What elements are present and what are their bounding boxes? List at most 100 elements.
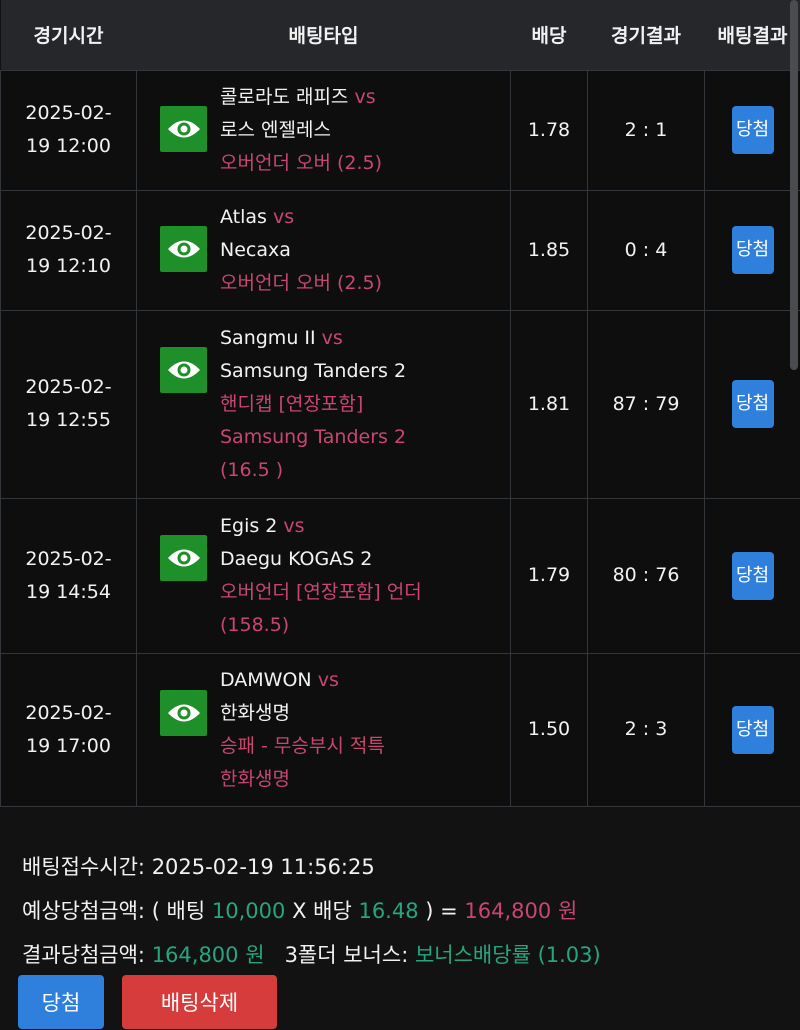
- result-badge[interactable]: 당첨: [731, 380, 774, 428]
- bet-result: 당첨: [704, 69, 800, 191]
- odds: 1.78: [510, 69, 588, 191]
- score: 2 : 3: [587, 652, 705, 807]
- header-time: 경기시간: [0, 0, 137, 70]
- away-team: Daegu KOGAS 2: [220, 547, 373, 570]
- bet-pick: 승패 - 무승부시 적특: [220, 734, 385, 757]
- away-team: 한화생명: [220, 701, 290, 724]
- score: 0 : 4: [587, 189, 705, 311]
- result-line: 결과당첨금액: 164,800 원 3폴더 보너스: 보너스배당률 (1.03): [22, 933, 800, 977]
- score: 80 : 76: [587, 497, 705, 654]
- match-time: 2025-02- 19 12:55: [0, 309, 137, 499]
- bet-pick: (16.5 ): [220, 458, 284, 481]
- table-row: 2025-02- 19 17:00 DAMWON vs 한화생명 승패 - 무승부시…: [0, 652, 800, 807]
- time: 19 12:00: [26, 135, 111, 157]
- date: 2025-02-: [25, 701, 112, 724]
- bet-result: 당첨: [704, 652, 800, 807]
- accept-time-line: 배팅접수시간: 2025-02-19 11:56:25: [22, 845, 800, 889]
- eye-icon[interactable]: [160, 105, 207, 152]
- date: 2025-02-: [25, 376, 112, 398]
- bet-pick: 오버언더 오버 (2.5): [220, 151, 383, 174]
- total-odds: 16.48: [358, 898, 419, 923]
- header-odds: 배당: [510, 0, 588, 70]
- time: 19 12:55: [26, 409, 111, 431]
- bet-pick: (158.5): [220, 613, 290, 636]
- result-badge[interactable]: 당첨: [731, 705, 774, 754]
- bet-pick: 오버언더 [연장포함] 언더: [220, 580, 422, 603]
- vs-label: vs: [272, 205, 295, 228]
- date: 2025-02-: [25, 547, 112, 570]
- win-button[interactable]: 당첨: [18, 974, 104, 1029]
- accept-label: 배팅접수시간:: [22, 854, 145, 879]
- result-badge[interactable]: 당첨: [731, 551, 774, 600]
- bet-type: DAMWON vs 한화생명 승패 - 무승부시 적특 한화생명: [136, 652, 511, 807]
- bet-pick: 핸디캡 [연장포함]: [220, 392, 364, 415]
- bonus-value: 보너스배당률 (1.03): [414, 942, 601, 967]
- bet-result: 당첨: [704, 189, 800, 311]
- vs-label: vs: [317, 668, 339, 691]
- bet-type: Atlas vs Necaxa 오버언더 오버 (2.5): [136, 189, 511, 311]
- odds: 1.85: [510, 189, 588, 311]
- vs-label: vs: [283, 514, 305, 537]
- stake: 10,000: [211, 898, 286, 923]
- vs-label: vs: [354, 85, 376, 108]
- match-time: 2025-02- 19 12:00: [0, 69, 137, 191]
- expected-line: 예상당첨금액: ( 배팅 10,000 X 배당 16.48 ) = 164,8…: [22, 889, 800, 933]
- bet-pick: 오버언더 오버 (2.5): [220, 271, 383, 294]
- delete-bet-button[interactable]: 배팅삭제: [122, 974, 277, 1029]
- table-row: 2025-02- 19 12:55 Sangmu II vs Samsung Ta…: [0, 309, 800, 499]
- accept-time: 2025-02-19 11:56:25: [151, 854, 375, 879]
- header-score: 경기결과: [587, 0, 705, 70]
- eye-icon[interactable]: [160, 225, 207, 272]
- header-type: 배팅타입: [136, 0, 511, 70]
- time: 19 12:10: [26, 255, 111, 277]
- score: 2 : 1: [587, 69, 705, 191]
- eye-icon[interactable]: [160, 534, 207, 581]
- match-time: 2025-02- 19 14:54: [0, 497, 137, 654]
- result-amount: 164,800 원: [151, 942, 265, 967]
- result-badge[interactable]: 당첨: [731, 106, 774, 154]
- away-team: Necaxa: [220, 238, 291, 261]
- eye-icon[interactable]: [160, 346, 207, 393]
- score: 87 : 79: [587, 309, 705, 499]
- home-team: DAMWON: [220, 668, 312, 691]
- table-header: 경기시간 배팅타입 배당 경기결과 배팅결과: [0, 0, 800, 70]
- home-team: Sangmu II: [220, 326, 316, 349]
- date: 2025-02-: [25, 102, 112, 124]
- bet-pick: Samsung Tanders 2: [220, 425, 407, 448]
- bet-table: 경기시간 배팅타입 배당 경기결과 배팅결과 2025-02- 19 12:00 …: [0, 0, 800, 807]
- odds-label: X 배당: [292, 898, 352, 923]
- bet-type: Sangmu II vs Samsung Tanders 2 핸디캡 [연장포함]…: [136, 309, 511, 499]
- bonus-label: 3폴더 보너스:: [284, 942, 409, 967]
- bet-pick: 한화생명: [220, 767, 290, 790]
- result-label: 결과당첨금액:: [22, 942, 145, 967]
- home-team: 콜로라도 래피즈: [220, 85, 349, 108]
- time: 19 17:00: [26, 734, 111, 757]
- table-row: 2025-02- 19 14:54 Egis 2 vs Daegu KOGAS 2…: [0, 497, 800, 654]
- stake-label: ( 배팅: [151, 898, 206, 923]
- eye-icon[interactable]: [160, 689, 207, 736]
- time: 19 14:54: [26, 580, 111, 603]
- odds: 1.81: [510, 309, 588, 499]
- expected-amount: 164,800 원: [464, 898, 578, 923]
- odds: 1.79: [510, 497, 588, 654]
- match-time: 2025-02- 19 17:00: [0, 652, 137, 807]
- home-team: Atlas: [220, 205, 267, 228]
- date: 2025-02-: [25, 222, 112, 244]
- vs-label: vs: [321, 326, 343, 349]
- table-row: 2025-02- 19 12:10 Atlas vs Necaxa 오버언더 오버 …: [0, 189, 800, 311]
- odds: 1.50: [510, 652, 588, 807]
- match-time: 2025-02- 19 12:10: [0, 189, 137, 311]
- scrollbar[interactable]: [790, 0, 798, 370]
- header-result: 배팅결과: [704, 0, 800, 70]
- result-badge[interactable]: 당첨: [731, 226, 774, 274]
- bet-result: 당첨: [704, 497, 800, 654]
- bet-result: 당첨: [704, 309, 800, 499]
- away-team: Samsung Tanders 2: [220, 359, 407, 382]
- expected-label: 예상당첨금액:: [22, 898, 145, 923]
- bet-summary: 배팅접수시간: 2025-02-19 11:56:25 예상당첨금액: ( 배팅…: [0, 807, 800, 977]
- away-team: 로스 엔젤레스: [220, 118, 331, 141]
- equals: ) =: [425, 898, 458, 923]
- bet-type: Egis 2 vs Daegu KOGAS 2 오버언더 [연장포함] 언더 (15…: [136, 497, 511, 654]
